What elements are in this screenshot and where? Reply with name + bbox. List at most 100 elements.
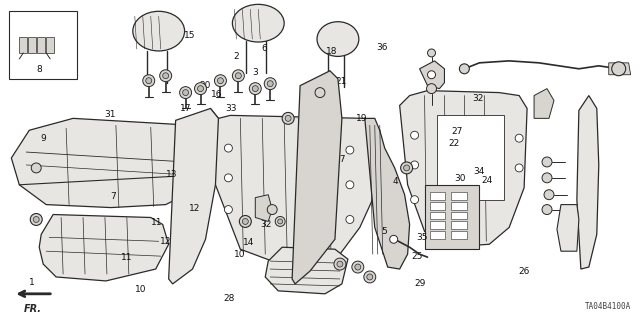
Polygon shape — [424, 185, 479, 249]
Circle shape — [278, 219, 283, 224]
Text: 28: 28 — [224, 294, 236, 303]
Circle shape — [225, 205, 232, 213]
Polygon shape — [365, 118, 410, 269]
Text: 9: 9 — [40, 134, 45, 144]
Text: 21: 21 — [335, 77, 347, 85]
Text: 13: 13 — [166, 170, 178, 179]
Text: 20: 20 — [200, 81, 211, 90]
Text: 33: 33 — [225, 104, 237, 113]
Circle shape — [268, 204, 277, 214]
Circle shape — [390, 235, 397, 243]
Polygon shape — [557, 204, 579, 251]
Circle shape — [515, 134, 523, 142]
Text: 14: 14 — [243, 238, 254, 247]
Circle shape — [411, 161, 419, 169]
Text: 10: 10 — [134, 285, 146, 294]
Ellipse shape — [133, 11, 184, 51]
Circle shape — [542, 173, 552, 183]
Polygon shape — [28, 37, 36, 53]
Polygon shape — [399, 91, 527, 247]
Circle shape — [268, 81, 273, 87]
Text: 15: 15 — [184, 31, 195, 40]
Circle shape — [180, 87, 191, 99]
Circle shape — [411, 131, 419, 139]
Text: 23: 23 — [323, 92, 335, 101]
Circle shape — [275, 217, 285, 226]
Circle shape — [411, 196, 419, 204]
Circle shape — [334, 258, 346, 270]
Ellipse shape — [232, 4, 284, 42]
Text: 17: 17 — [180, 104, 192, 113]
Circle shape — [236, 73, 241, 79]
Text: 26: 26 — [518, 267, 529, 276]
Circle shape — [428, 71, 435, 79]
Text: 10: 10 — [234, 250, 246, 259]
Text: 6: 6 — [262, 44, 268, 53]
Polygon shape — [451, 192, 467, 200]
Polygon shape — [12, 118, 205, 208]
Text: 35: 35 — [416, 234, 428, 242]
Circle shape — [542, 157, 552, 167]
Text: 2: 2 — [233, 52, 239, 61]
Circle shape — [33, 217, 39, 222]
Circle shape — [367, 274, 372, 280]
Polygon shape — [451, 211, 467, 219]
Circle shape — [426, 84, 436, 93]
Polygon shape — [451, 221, 467, 229]
Circle shape — [364, 271, 376, 283]
Circle shape — [346, 216, 354, 223]
Circle shape — [239, 216, 252, 227]
Polygon shape — [577, 96, 599, 269]
Circle shape — [352, 261, 364, 273]
Polygon shape — [46, 37, 54, 53]
Polygon shape — [37, 37, 45, 53]
Text: 11: 11 — [120, 253, 132, 262]
Circle shape — [146, 78, 152, 84]
Circle shape — [315, 88, 325, 98]
Text: 12: 12 — [160, 237, 172, 246]
Circle shape — [252, 85, 259, 92]
Circle shape — [143, 75, 155, 87]
Circle shape — [460, 64, 469, 74]
Polygon shape — [255, 195, 272, 221]
Text: 8: 8 — [36, 65, 42, 74]
Text: 36: 36 — [376, 43, 388, 52]
Circle shape — [428, 49, 435, 57]
Circle shape — [542, 204, 552, 214]
Circle shape — [198, 85, 204, 92]
Circle shape — [160, 70, 172, 82]
Circle shape — [250, 83, 261, 94]
Text: 22: 22 — [448, 138, 460, 148]
Text: 18: 18 — [326, 48, 337, 56]
Circle shape — [264, 78, 276, 90]
Circle shape — [195, 83, 207, 94]
Text: TA04B4100A: TA04B4100A — [584, 302, 630, 311]
Circle shape — [243, 219, 248, 225]
Polygon shape — [609, 63, 630, 75]
Polygon shape — [451, 231, 467, 239]
Polygon shape — [265, 247, 348, 294]
Polygon shape — [429, 211, 445, 219]
Circle shape — [612, 62, 626, 76]
Polygon shape — [429, 192, 445, 200]
Circle shape — [31, 163, 41, 173]
Text: 29: 29 — [414, 279, 426, 288]
Circle shape — [544, 190, 554, 200]
Circle shape — [355, 264, 361, 270]
Circle shape — [346, 146, 354, 154]
Polygon shape — [169, 108, 218, 284]
Text: 5: 5 — [381, 227, 387, 236]
Polygon shape — [292, 71, 342, 284]
Text: 34: 34 — [474, 167, 485, 176]
Text: 31: 31 — [104, 110, 115, 119]
Text: 12: 12 — [189, 204, 201, 213]
Circle shape — [214, 75, 227, 87]
Polygon shape — [39, 214, 169, 281]
Text: 37: 37 — [335, 155, 346, 164]
Circle shape — [404, 165, 410, 171]
Polygon shape — [438, 115, 504, 200]
Circle shape — [515, 164, 523, 172]
Circle shape — [346, 181, 354, 189]
Text: 4: 4 — [392, 177, 398, 186]
Text: FR.: FR. — [24, 304, 42, 314]
